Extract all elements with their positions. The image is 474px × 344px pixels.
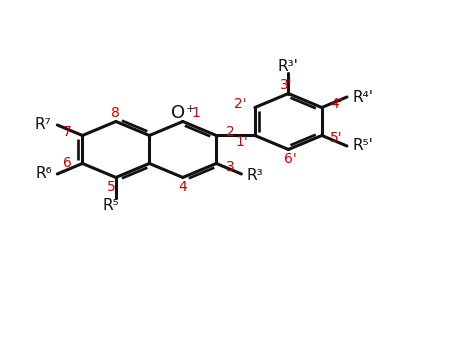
Text: 5': 5' bbox=[330, 131, 343, 145]
Text: O: O bbox=[171, 104, 185, 122]
Text: 5: 5 bbox=[107, 180, 116, 194]
Text: R⁶: R⁶ bbox=[35, 166, 52, 182]
Text: 1': 1' bbox=[235, 135, 248, 149]
Text: R⁵': R⁵' bbox=[353, 139, 374, 153]
Text: 1: 1 bbox=[191, 106, 200, 120]
Text: R³': R³' bbox=[278, 59, 299, 74]
Text: R⁵: R⁵ bbox=[103, 198, 119, 213]
Text: +: + bbox=[186, 104, 195, 114]
Text: 7: 7 bbox=[64, 125, 72, 139]
Text: 4: 4 bbox=[178, 180, 187, 194]
Text: 2': 2' bbox=[234, 97, 246, 111]
Text: 6: 6 bbox=[63, 157, 72, 171]
Text: R⁴': R⁴' bbox=[353, 89, 374, 105]
Text: 8: 8 bbox=[111, 106, 120, 120]
Text: R⁷: R⁷ bbox=[35, 118, 52, 132]
Text: 4': 4' bbox=[330, 97, 343, 111]
Text: R³: R³ bbox=[246, 168, 263, 183]
Text: 3: 3 bbox=[226, 160, 235, 174]
Text: 2: 2 bbox=[226, 125, 235, 139]
Text: 3': 3' bbox=[280, 78, 292, 92]
Text: 6': 6' bbox=[284, 152, 297, 166]
